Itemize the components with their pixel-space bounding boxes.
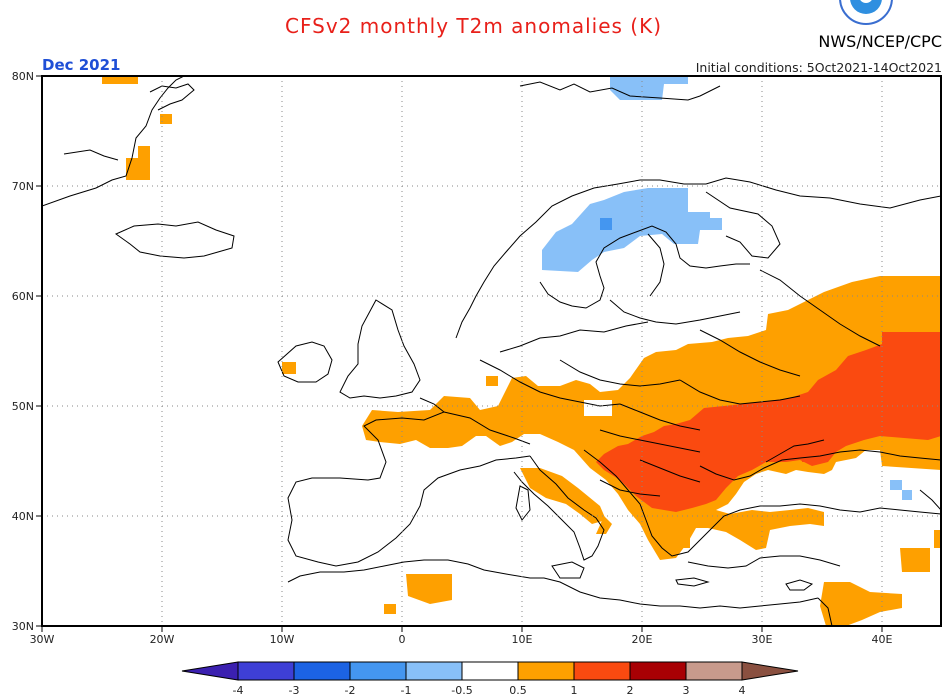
lat-label: 30N [12,620,34,633]
longitude-labels: 30W 20W 10W 0 10E 20E 30E 40E [30,633,893,646]
colorbar-swatch [237,661,295,681]
coastlines [42,76,941,626]
lon-label: 10W [270,633,295,646]
colorbar-swatch [293,661,351,681]
anomaly-shading [102,76,941,626]
lat-label: 80N [12,70,34,83]
colorbar-swatch [517,661,575,681]
colorbar-swatch [573,661,631,681]
colorbar-swatch [349,661,407,681]
lat-label: 50N [12,400,34,413]
map-title: CFSv2 monthly T2m anomalies (K) [285,14,662,38]
lat-label: 60N [12,290,34,303]
cold-region-scandinavia [542,76,912,500]
lon-label: 40E [872,633,893,646]
lon-label: 20E [632,633,653,646]
lon-label: 30W [30,633,55,646]
lon-label: 30E [752,633,773,646]
neutral-patch-czech [584,400,612,416]
colorbar-tick-label: 1 [571,684,578,697]
lon-label: 20W [150,633,175,646]
colorbar-swatch [405,661,463,681]
colorbar-tick-label: -4 [233,684,244,697]
latitude-labels: 80N 70N 60N 50N 40N 30N [12,70,34,633]
colorbar: -4 -3 -2 -1 -0.5 0.5 1 2 3 4 [181,661,799,697]
colorbar-tick-label: -1 [401,684,412,697]
initial-conditions-label: Initial conditions: 5Oct2021-14Oct2021 [695,60,942,75]
colorbar-tick-label: 2 [627,684,634,697]
colorbar-tick-label: -3 [289,684,300,697]
forecast-month-label: Dec 2021 [42,56,121,74]
agency-label: NWS/NCEP/CPC [818,32,942,51]
warm-region-greenland [102,76,296,374]
noaa-logo-icon [839,0,893,25]
very-warm-region-balkans [596,332,941,512]
colorbar-swatch [685,661,743,681]
colorbar-tick-label: -2 [345,684,356,697]
colorbar-tick-label: -0.5 [451,684,472,697]
axis-ticks [36,75,883,632]
lon-label: 10E [512,633,533,646]
colorbar-arrow-low [181,661,239,681]
lat-label: 70N [12,180,34,193]
lon-label: 0 [399,633,406,646]
colorbar-swatch [461,661,519,681]
colorbar-tick-label: 0.5 [509,684,527,697]
colorbar-tick-label: 4 [739,684,746,697]
colorbar-swatch [629,661,687,681]
colorbar-tick-label: 3 [683,684,690,697]
colder-region-norway [600,218,612,230]
colorbar-arrow-high [741,661,799,681]
gridlines [42,76,941,626]
map-frame [41,75,942,627]
lat-label: 40N [12,510,34,523]
